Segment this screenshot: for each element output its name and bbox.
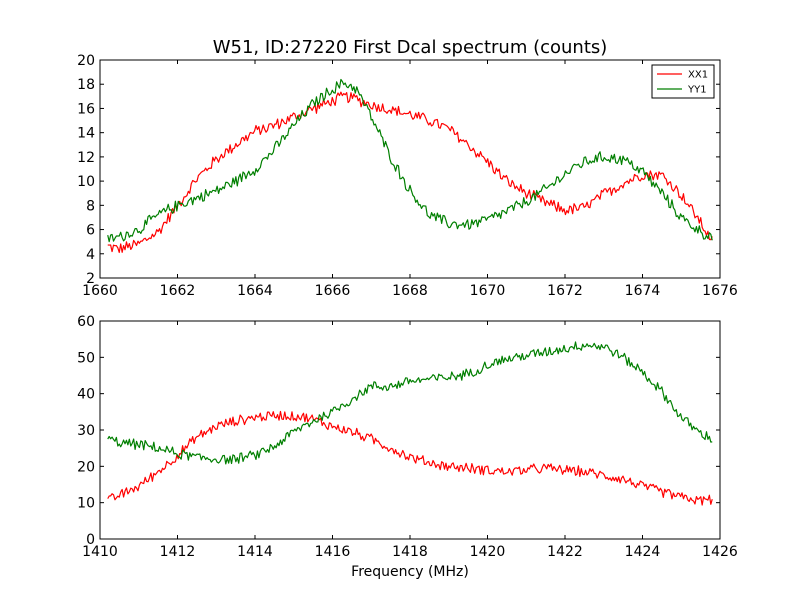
legend-box <box>651 64 715 99</box>
y-tick-label: 10 <box>77 174 95 190</box>
y-tick-label: 40 <box>77 387 95 403</box>
x-tick-label: 1666 <box>315 283 351 299</box>
y-tick-label: 14 <box>77 126 95 142</box>
x-tick-label: 1410 <box>82 544 118 560</box>
y-tick-label: 10 <box>77 496 95 512</box>
x-tick-label: 1424 <box>625 544 661 560</box>
y-tick-label: 4 <box>86 247 95 263</box>
y-tick-label: 16 <box>77 101 95 117</box>
legend-label-yy1: YY1 <box>687 85 707 96</box>
y-tick-label: 12 <box>77 150 95 166</box>
y-tick-label: 20 <box>77 53 95 69</box>
y-tick-label: 18 <box>77 77 95 93</box>
y-tick-label: 2 <box>86 271 95 287</box>
y-tick-label: 8 <box>86 198 95 214</box>
top-chart-title: W51, ID:27220 First Dcal spectrum (count… <box>213 37 608 58</box>
x-tick-label: 1674 <box>625 283 661 299</box>
x-tick-label: 1676 <box>702 283 738 299</box>
y-tick-label: 50 <box>77 350 95 366</box>
series-line-xx1-chart-0 <box>107 91 713 254</box>
legend: XX1 YY1 <box>651 64 715 99</box>
legend-label-xx1: XX1 <box>688 70 708 81</box>
x-tick-label: 1414 <box>237 544 273 560</box>
y-tick-label: 0 <box>86 532 95 548</box>
top-plot-area: 1660 1662 1664 1666 1668 1670 1672 1674 1676 2 4 6 8… <box>77 53 738 299</box>
x-tick-label: 1662 <box>160 283 196 299</box>
series-line-yy1-chart-0 <box>107 78 713 243</box>
x-tick-label: 1670 <box>470 283 506 299</box>
series-line-xx1-chart-1 <box>107 410 713 506</box>
y-tick-label: 20 <box>77 459 95 475</box>
x-tick-label: 1672 <box>547 283 583 299</box>
x-tick-label: 1416 <box>315 544 351 560</box>
y-tick-label: 30 <box>77 423 95 439</box>
y-tick-label: 60 <box>77 314 95 330</box>
x-tick-label: 1668 <box>392 283 428 299</box>
series-line-yy1-chart-1 <box>107 341 713 465</box>
y-tick-label: 6 <box>86 223 95 239</box>
x-tick-label: 1418 <box>392 544 428 560</box>
x-tick-label: 1412 <box>160 544 196 560</box>
x-tick-label: 1664 <box>237 283 273 299</box>
x-tick-label: 1422 <box>547 544 583 560</box>
x-tick-label: 1426 <box>702 544 738 560</box>
bottom-plot-area: 1410 1412 1414 1416 1418 1420 1422 1424 1426 0 10 2… <box>77 314 738 560</box>
bottom-x-axis-label: Frequency (MHz) <box>351 564 469 580</box>
x-tick-label: 1660 <box>82 283 118 299</box>
x-tick-label: 1420 <box>470 544 506 560</box>
